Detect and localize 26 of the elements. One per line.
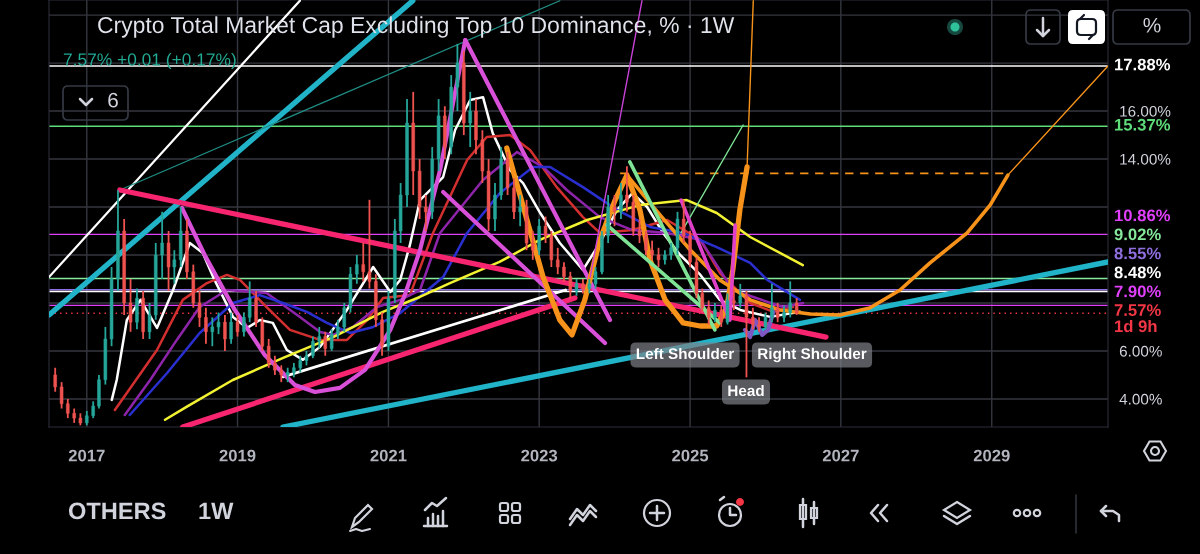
ref-line-label: 8.55% (1114, 247, 1161, 260)
x-tick-label: 2027 (822, 449, 859, 462)
x-tick-label: 2025 (672, 449, 709, 462)
annotation: Head (728, 384, 764, 397)
x-tick-label: 2017 (68, 449, 105, 462)
ref-line-label: 8.48% (1114, 266, 1161, 279)
annotation: Left Shoulder (636, 347, 734, 360)
text: % (1143, 17, 1161, 33)
ref-line-label: 10.86% (1115, 209, 1171, 222)
text: 1W (199, 502, 234, 520)
annotation: Right Shoulder (758, 347, 867, 363)
y-tick-label: 14.00% (1120, 153, 1171, 165)
annotation: 6 (108, 92, 118, 108)
text: OTHERS (68, 502, 166, 520)
ref-line-label: 17.88% (1115, 58, 1171, 71)
x-tick-label: 2029 (973, 449, 1010, 462)
y-tick-label: 16.00% (1120, 105, 1171, 117)
x-tick-label: 2021 (370, 449, 407, 462)
y-tick-label: 6.00% (1119, 345, 1162, 357)
ref-line-label: 9.02% (1114, 228, 1161, 241)
x-tick-label: 2023 (521, 449, 558, 462)
ref-line-label: 7.90% (1114, 285, 1161, 298)
x-tick-label: 2019 (219, 449, 256, 462)
ref-line-label: 15.37% (1115, 118, 1171, 131)
y-tick-label: 4.00% (1119, 393, 1162, 405)
ref-line-label: 7.57% 1d 9h (1114, 304, 1161, 333)
